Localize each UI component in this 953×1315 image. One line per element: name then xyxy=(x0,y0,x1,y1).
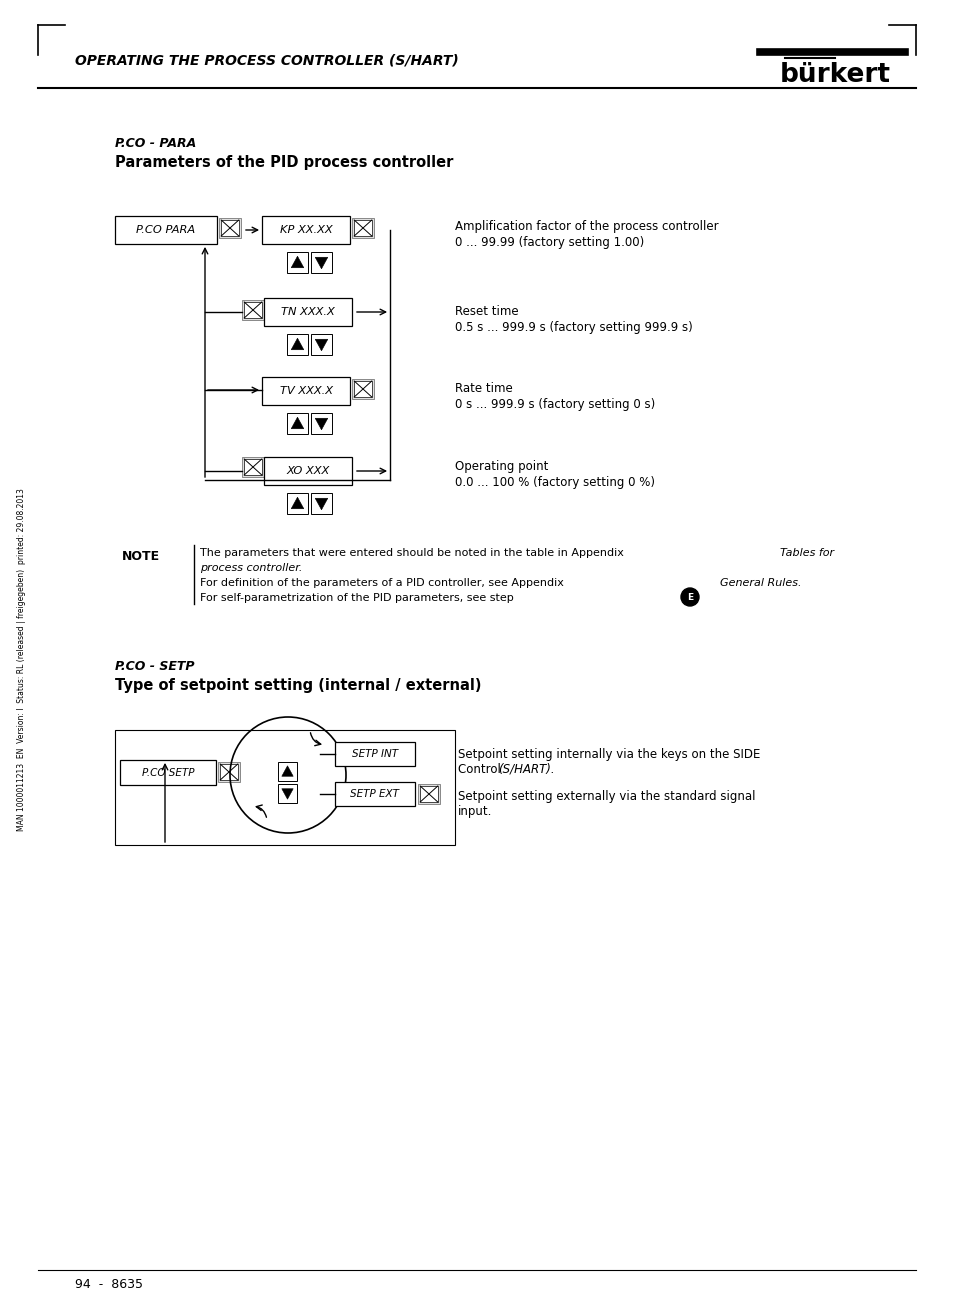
FancyBboxPatch shape xyxy=(335,742,415,767)
FancyBboxPatch shape xyxy=(68,544,108,593)
Text: (S/HART).: (S/HART). xyxy=(497,763,554,776)
Text: 0 ... 99.99 (factory setting 1.00): 0 ... 99.99 (factory setting 1.00) xyxy=(455,235,643,249)
Text: 0.0 ... 100 % (factory setting 0 %): 0.0 ... 100 % (factory setting 0 %) xyxy=(455,476,655,489)
Polygon shape xyxy=(314,418,328,430)
FancyBboxPatch shape xyxy=(287,413,308,434)
Text: SETP INT: SETP INT xyxy=(352,750,397,759)
FancyBboxPatch shape xyxy=(311,493,332,514)
Text: P.CO PARA: P.CO PARA xyxy=(136,225,195,235)
Text: TN XXX.X: TN XXX.X xyxy=(281,306,335,317)
FancyBboxPatch shape xyxy=(262,216,350,245)
FancyBboxPatch shape xyxy=(311,413,332,434)
FancyBboxPatch shape xyxy=(277,761,296,781)
Text: P.CO SETP: P.CO SETP xyxy=(142,768,194,777)
Text: process controller.: process controller. xyxy=(200,563,302,573)
FancyBboxPatch shape xyxy=(242,458,264,477)
Text: Rate time: Rate time xyxy=(455,381,512,394)
FancyBboxPatch shape xyxy=(287,252,308,274)
FancyBboxPatch shape xyxy=(352,379,374,398)
Text: Setpoint setting externally via the standard signal: Setpoint setting externally via the stan… xyxy=(457,790,755,803)
FancyBboxPatch shape xyxy=(311,334,332,355)
Text: For self-parametrization of the PID parameters, see step: For self-parametrization of the PID para… xyxy=(200,593,517,604)
FancyBboxPatch shape xyxy=(419,786,437,802)
Text: Tables for: Tables for xyxy=(780,548,833,558)
FancyBboxPatch shape xyxy=(218,761,240,782)
FancyBboxPatch shape xyxy=(262,377,350,405)
Text: input.: input. xyxy=(457,805,492,818)
FancyBboxPatch shape xyxy=(287,334,308,355)
Text: 0 s ... 999.9 s (factory setting 0 s): 0 s ... 999.9 s (factory setting 0 s) xyxy=(455,398,655,412)
Text: Amplification factor of the process controller: Amplification factor of the process cont… xyxy=(455,220,718,233)
Text: SETP EXT: SETP EXT xyxy=(350,789,399,800)
FancyBboxPatch shape xyxy=(352,218,374,238)
Polygon shape xyxy=(314,258,328,268)
Text: TV XXX.X: TV XXX.X xyxy=(279,387,333,396)
Text: MAN 1000011213  EN  Version: I  Status: RL (released | freigegeben)  printed: 29: MAN 1000011213 EN Version: I Status: RL … xyxy=(17,489,27,831)
FancyBboxPatch shape xyxy=(354,220,372,235)
Polygon shape xyxy=(291,417,303,429)
Text: P.CO - SETP: P.CO - SETP xyxy=(115,660,194,673)
Polygon shape xyxy=(291,338,303,350)
FancyBboxPatch shape xyxy=(264,299,352,326)
Polygon shape xyxy=(281,789,293,800)
Circle shape xyxy=(79,547,97,565)
Text: E: E xyxy=(686,593,692,601)
Text: bürkert: bürkert xyxy=(779,62,889,88)
FancyBboxPatch shape xyxy=(221,220,238,235)
FancyBboxPatch shape xyxy=(335,782,415,806)
FancyBboxPatch shape xyxy=(242,300,264,320)
FancyBboxPatch shape xyxy=(244,302,261,318)
Polygon shape xyxy=(291,497,303,509)
Text: 0.5 s ... 999.9 s (factory setting 999.9 s): 0.5 s ... 999.9 s (factory setting 999.9… xyxy=(455,321,692,334)
Text: XO XXX: XO XXX xyxy=(286,466,330,476)
Text: General Rules.: General Rules. xyxy=(720,579,801,588)
Text: Operating point: Operating point xyxy=(455,460,548,473)
FancyBboxPatch shape xyxy=(287,493,308,514)
Text: NOTE: NOTE xyxy=(122,550,160,563)
FancyBboxPatch shape xyxy=(115,216,216,245)
Polygon shape xyxy=(314,498,328,510)
Text: P.CO - PARA: P.CO - PARA xyxy=(115,137,196,150)
Polygon shape xyxy=(291,256,303,268)
Text: 94  -  8635: 94 - 8635 xyxy=(75,1278,143,1291)
Text: Reset time: Reset time xyxy=(455,305,518,318)
Polygon shape xyxy=(314,339,328,351)
FancyBboxPatch shape xyxy=(120,760,215,785)
FancyBboxPatch shape xyxy=(417,784,439,803)
Text: For definition of the parameters of a PID controller, see Appendix: For definition of the parameters of a PI… xyxy=(200,579,567,588)
Text: OPERATING THE PROCESS CONTROLLER (S/HART): OPERATING THE PROCESS CONTROLLER (S/HART… xyxy=(75,54,458,68)
Polygon shape xyxy=(281,765,293,776)
Text: Setpoint setting internally via the keys on the SIDE: Setpoint setting internally via the keys… xyxy=(457,748,760,761)
FancyBboxPatch shape xyxy=(264,458,352,485)
Text: Control: Control xyxy=(457,763,504,776)
Text: Type of setpoint setting (internal / external): Type of setpoint setting (internal / ext… xyxy=(115,679,481,693)
Text: KP XX.XX: KP XX.XX xyxy=(279,225,332,235)
Circle shape xyxy=(680,588,699,606)
FancyBboxPatch shape xyxy=(220,764,237,780)
FancyBboxPatch shape xyxy=(277,784,296,803)
FancyBboxPatch shape xyxy=(30,517,146,635)
Text: The parameters that were entered should be noted in the table in Appendix: The parameters that were entered should … xyxy=(200,548,627,558)
Text: Parameters of the PID process controller: Parameters of the PID process controller xyxy=(115,155,453,170)
FancyBboxPatch shape xyxy=(354,381,372,397)
FancyBboxPatch shape xyxy=(311,252,332,274)
FancyBboxPatch shape xyxy=(244,459,261,475)
FancyBboxPatch shape xyxy=(219,218,241,238)
